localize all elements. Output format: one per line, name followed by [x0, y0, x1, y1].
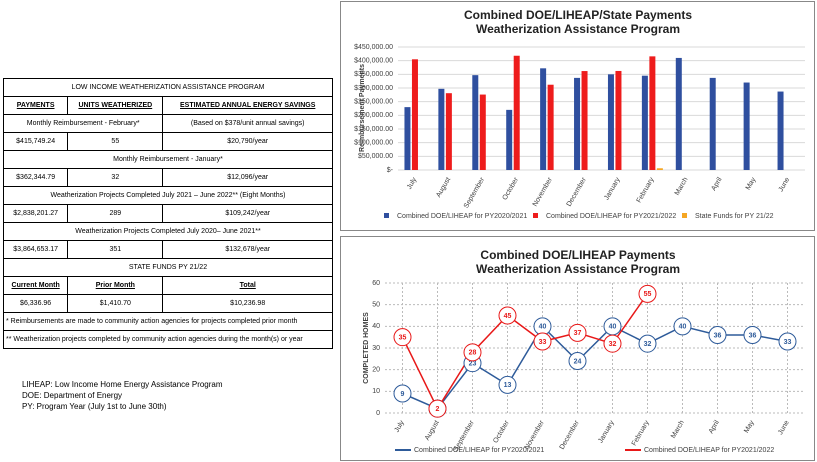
- point: [498, 375, 517, 394]
- y-tick-label: 60: [372, 280, 380, 287]
- data-label: 40: [539, 324, 547, 331]
- bar: [547, 84, 554, 170]
- chart-subtitle: Weatherization Assistance Program: [476, 262, 680, 276]
- y-tick-label: $250,000.00: [354, 99, 393, 106]
- data-label: 35: [399, 335, 407, 342]
- point: [393, 384, 412, 403]
- y-tick-label: $50,000.00: [358, 153, 393, 160]
- bar: [506, 109, 513, 170]
- bar: [404, 107, 411, 170]
- bar: [641, 75, 648, 170]
- data-label: 32: [609, 341, 617, 348]
- data-label: 23: [469, 361, 477, 368]
- cell: $362,344.79: [2, 168, 69, 187]
- bar: [675, 57, 682, 170]
- bar: [709, 77, 716, 170]
- y-tick-label: $350,000.00: [354, 71, 393, 78]
- bar: [777, 91, 784, 170]
- y-tick-label: $-: [387, 167, 394, 174]
- bar: [607, 74, 614, 170]
- data-label: 13: [504, 382, 512, 389]
- y-tick-label: $200,000.00: [354, 112, 393, 119]
- bar: [656, 168, 663, 170]
- point: [638, 334, 657, 353]
- y-tick-label: $100,000.00: [354, 140, 393, 147]
- bar: [445, 93, 452, 170]
- point: [743, 326, 762, 344]
- bar: [743, 82, 750, 170]
- legend-label: Combined DOE/LIHEAP for PY2020/2021: [397, 213, 527, 220]
- point: [463, 343, 482, 362]
- legend-label: Combined DOE/LIHEAP for PY2021/2022: [644, 447, 774, 454]
- y-axis-label: COMPLETED HOMES: [363, 312, 370, 384]
- point: [673, 317, 692, 336]
- bar: [540, 68, 547, 170]
- legend-swatch: [682, 213, 687, 218]
- summary-table: LOW INCOME WEATHERIZATION ASSISTANCE PRO…: [2, 78, 333, 349]
- data-label: 33: [539, 339, 547, 346]
- y-tick-label: $450,000.00: [354, 44, 393, 51]
- chart-title: Combined DOE/LIHEAP/State Payments: [464, 8, 692, 22]
- y-tick-label: 50: [372, 302, 380, 309]
- legend-swatch: [533, 213, 538, 218]
- note: PY: Program Year (July 1st to June 30th): [22, 402, 167, 411]
- point: [393, 328, 412, 347]
- bar: [615, 70, 622, 170]
- point: [533, 332, 552, 351]
- cell: Prior Month: [67, 276, 164, 295]
- point: [638, 284, 657, 303]
- bar: [513, 55, 520, 170]
- y-tick-label: 0: [376, 410, 380, 417]
- data-label: 9: [401, 391, 405, 398]
- y-tick-label: $400,000.00: [354, 58, 393, 65]
- note: LIHEAP: Low Income Home Energy Assistanc…: [22, 380, 223, 389]
- point: [568, 352, 587, 370]
- point: [498, 306, 517, 325]
- data-label: 45: [504, 313, 512, 320]
- bar: [411, 59, 418, 170]
- data-label: 32: [644, 341, 652, 348]
- data-label: 55: [644, 291, 652, 298]
- bar: [574, 77, 581, 170]
- legend-label: Combined DOE/LIHEAP for PY2021/2022: [546, 213, 676, 220]
- y-axis-label: Reimbursement Payments: [359, 64, 366, 152]
- y-tick-label: $300,000.00: [354, 85, 393, 92]
- y-tick-label: 10: [372, 388, 380, 395]
- data-label: 28: [469, 350, 477, 357]
- legend-label: Combined DOE/LIHEAP for PY2020/2021: [414, 447, 544, 454]
- bar: [649, 56, 656, 170]
- legend-label: State Funds for PY 21/22: [695, 213, 774, 220]
- data-label: 36: [714, 332, 722, 339]
- chart-title: Combined DOE/LIHEAP Payments: [480, 248, 675, 262]
- cell: Current Month: [2, 276, 69, 295]
- data-label: 24: [574, 358, 582, 365]
- notes: LIHEAP: Low Income Home Energy Assistanc…: [22, 379, 223, 412]
- data-label: 37: [574, 330, 582, 337]
- point: [778, 332, 797, 351]
- cell: $3,864,653.17: [2, 240, 69, 259]
- data-label: 40: [679, 324, 687, 331]
- data-label: 33: [784, 339, 792, 346]
- note: DOE: Department of Energy: [22, 391, 123, 400]
- y-tick-label: $150,000.00: [354, 126, 393, 133]
- chart-subtitle: Weatherization Assistance Program: [476, 22, 680, 36]
- point: [568, 323, 587, 342]
- bar: [438, 88, 445, 170]
- legend-swatch: [384, 213, 389, 218]
- y-tick-label: 20: [372, 367, 380, 374]
- point: [603, 334, 622, 353]
- cell: ** Weatherization projects completed by …: [3, 330, 333, 349]
- data-label: 40: [609, 324, 617, 331]
- y-tick-label: 30: [372, 345, 380, 352]
- data-label: 2: [436, 406, 440, 413]
- y-tick-label: 40: [372, 323, 380, 330]
- point: [708, 326, 727, 344]
- bar: [581, 71, 588, 170]
- bar: [472, 75, 479, 170]
- bar: [479, 94, 486, 170]
- point: [428, 399, 447, 418]
- data-label: 36: [749, 332, 757, 339]
